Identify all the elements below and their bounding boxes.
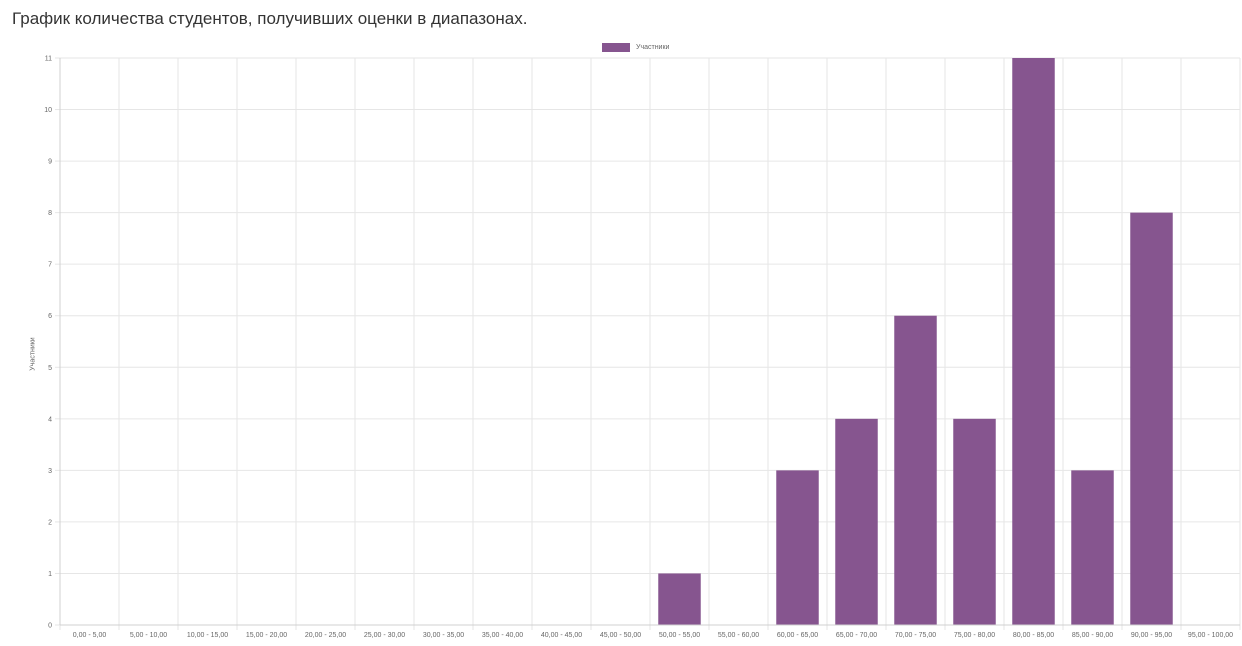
x-tick-label: 95,00 - 100,00 — [1188, 632, 1233, 639]
x-tick-label: 35,00 - 40,00 — [482, 632, 523, 639]
x-tick-label: 60,00 - 65,00 — [777, 632, 818, 639]
y-tick-label: 4 — [48, 416, 52, 423]
y-tick-label: 11 — [45, 56, 52, 63]
bar — [776, 470, 819, 625]
legend-label: Участники — [636, 43, 670, 51]
y-tick-label: 7 — [48, 262, 52, 269]
page-title: График количества студентов, получивших … — [12, 9, 528, 28]
y-tick-label: 10 — [44, 107, 52, 114]
bar — [894, 315, 937, 625]
x-tick-label: 15,00 - 20,00 — [246, 632, 287, 639]
chart-container: Участники Участники 0 1 2 3 4 5 6 7 8 9 10 11 0,00 -… — [0, 34, 1242, 646]
x-tick-label: 5,00 - 10,00 — [130, 632, 167, 639]
y-tick-label: 9 — [48, 159, 52, 166]
bar — [1071, 470, 1114, 625]
bar — [658, 573, 701, 625]
bar — [835, 418, 878, 625]
x-tick-label: 50,00 - 55,00 — [659, 632, 700, 639]
bar — [953, 418, 996, 625]
legend[interactable]: Участники — [602, 41, 669, 53]
x-tick-label: 20,00 - 25,00 — [305, 632, 346, 639]
x-tick-label: 0,00 - 5,00 — [73, 632, 107, 639]
x-tick-label: 75,00 - 80,00 — [954, 632, 995, 639]
y-tick-label: 1 — [48, 571, 52, 578]
y-tick-label: 3 — [48, 468, 52, 475]
x-tick-label: 70,00 - 75,00 — [895, 632, 936, 639]
bar — [1130, 212, 1173, 626]
x-tick-label: 90,00 - 95,00 — [1131, 632, 1172, 639]
x-tick-label: 40,00 - 45,00 — [541, 632, 582, 639]
x-tick-label: 25,00 - 30,00 — [364, 632, 405, 639]
y-tick-label: 6 — [48, 313, 52, 320]
x-tick-label: 85,00 - 90,00 — [1072, 632, 1113, 639]
x-tick-label: 55,00 - 60,00 — [718, 632, 759, 639]
bar — [1012, 58, 1055, 625]
y-tick-label: 0 — [48, 623, 52, 630]
y-tick-label: 2 — [48, 519, 52, 526]
legend-swatch — [602, 42, 630, 52]
y-tick-label: 5 — [48, 365, 52, 372]
x-tick-label: 45,00 - 50,00 — [600, 632, 641, 639]
x-tick-label: 10,00 - 15,00 — [187, 632, 228, 639]
y-tick-label: 8 — [48, 210, 52, 217]
x-tick-label: 65,00 - 70,00 — [836, 632, 877, 639]
bar-chart: 0 1 2 3 4 5 6 7 8 9 10 11 0,00 - 5,00 5,00 - 10,00 10,… — [44, 56, 1241, 639]
x-tick-label: 30,00 - 35,00 — [423, 632, 464, 639]
x-tick-label: 80,00 - 85,00 — [1013, 632, 1054, 639]
